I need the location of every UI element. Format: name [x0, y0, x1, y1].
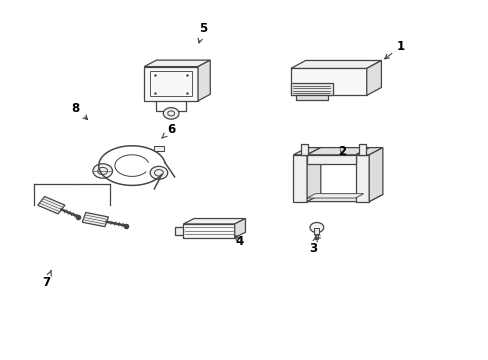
Polygon shape: [38, 197, 65, 214]
Polygon shape: [293, 194, 382, 202]
Circle shape: [150, 166, 167, 179]
Text: 6: 6: [162, 123, 175, 138]
Text: 8: 8: [72, 102, 87, 120]
Text: 4: 4: [235, 235, 243, 248]
Polygon shape: [359, 144, 366, 155]
Text: 5: 5: [198, 22, 206, 43]
Text: 2: 2: [338, 145, 346, 158]
Polygon shape: [174, 227, 183, 235]
Polygon shape: [198, 60, 210, 101]
Polygon shape: [290, 60, 381, 68]
Polygon shape: [290, 68, 366, 95]
Text: 3: 3: [308, 237, 317, 255]
Polygon shape: [82, 212, 108, 227]
Polygon shape: [183, 219, 245, 224]
Polygon shape: [355, 155, 368, 202]
Polygon shape: [355, 148, 382, 155]
Polygon shape: [293, 148, 320, 155]
Text: 1: 1: [384, 40, 404, 59]
Circle shape: [309, 222, 323, 233]
Circle shape: [93, 164, 112, 178]
Polygon shape: [300, 144, 307, 155]
Polygon shape: [293, 155, 306, 202]
Polygon shape: [306, 148, 368, 155]
Polygon shape: [183, 224, 234, 238]
Text: 7: 7: [42, 271, 51, 289]
Polygon shape: [306, 148, 320, 202]
Polygon shape: [290, 83, 332, 95]
Bar: [315, 234, 318, 239]
Polygon shape: [306, 155, 355, 164]
Bar: [314, 228, 319, 234]
Polygon shape: [144, 67, 198, 101]
Polygon shape: [144, 60, 210, 67]
Polygon shape: [154, 146, 163, 151]
Polygon shape: [234, 219, 245, 238]
Polygon shape: [366, 60, 381, 95]
Polygon shape: [295, 95, 327, 100]
Polygon shape: [368, 148, 382, 202]
Circle shape: [163, 108, 179, 119]
Polygon shape: [306, 194, 363, 198]
